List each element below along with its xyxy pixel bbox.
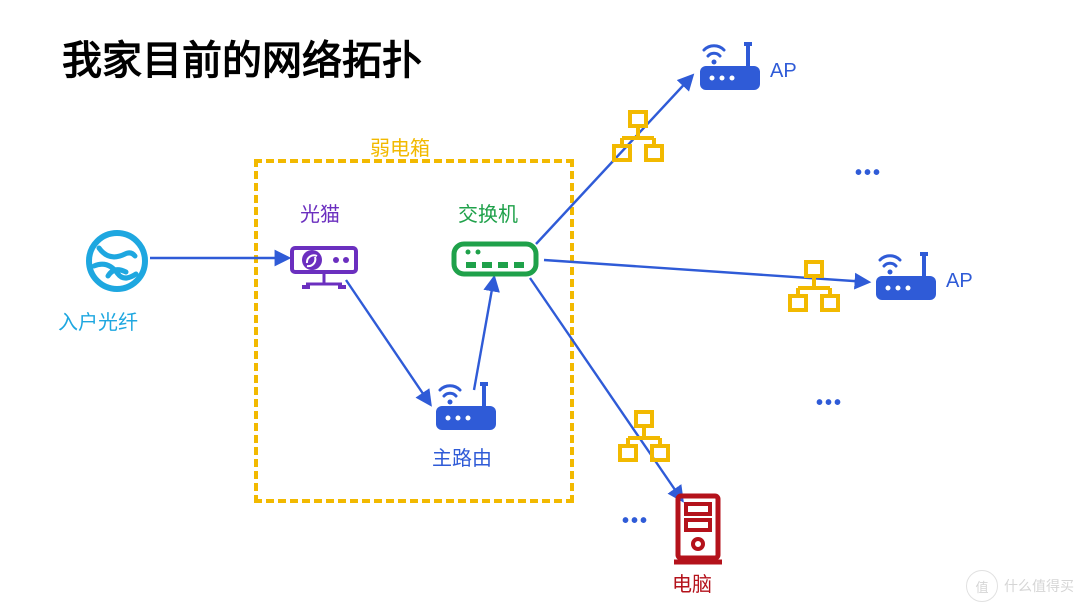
- pc-label: 电脑: [672, 568, 712, 597]
- router-icon: [430, 380, 502, 441]
- switch-label: 交换机: [458, 198, 518, 227]
- ellipsis-icon: •••: [816, 392, 843, 415]
- modem-label: 光猫: [300, 198, 340, 227]
- ap1-label: AP: [770, 60, 797, 83]
- fiber-label: 入户光纤: [58, 306, 138, 335]
- watermark-text: 什么值得买: [1004, 576, 1074, 596]
- weak-box-label: 弱电箱: [370, 132, 430, 161]
- watermark-badge: 值: [966, 570, 998, 602]
- ellipsis-icon: •••: [622, 510, 649, 533]
- wall-socket-icon: [610, 110, 666, 167]
- watermark: 值 什么值得买: [966, 570, 1074, 602]
- router-label: 主路由: [432, 442, 492, 471]
- modem-icon: [288, 228, 360, 297]
- ellipsis-icon: •••: [855, 162, 882, 185]
- wall-socket-icon: [616, 410, 672, 467]
- pc-icon: [664, 490, 734, 573]
- diagram-canvas: 我家目前的网络拓扑 弱电箱 入户光纤 光猫: [0, 0, 1080, 608]
- globe-icon: [84, 228, 150, 299]
- ap1-icon: [694, 40, 766, 101]
- ap2-icon: [870, 250, 942, 311]
- switch-icon: [450, 238, 540, 289]
- ap2-label: AP: [946, 270, 973, 293]
- page-title: 我家目前的网络拓扑: [62, 28, 422, 86]
- wall-socket-icon: [786, 260, 842, 317]
